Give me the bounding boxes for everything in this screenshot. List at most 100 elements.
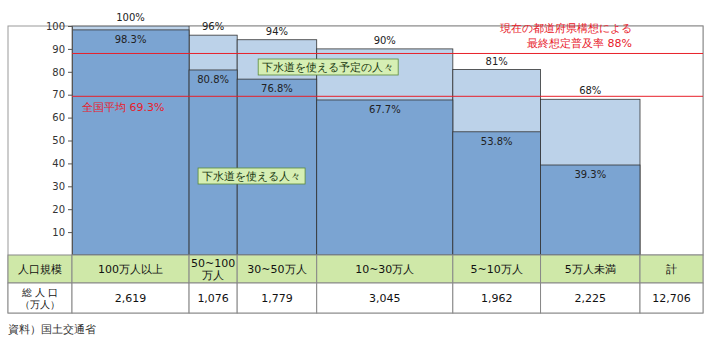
y-axis: 10 20 30 40 50 60 70 80 90 100 (46, 21, 73, 256)
series-name-box: 下水道を使える予定の人々 (258, 59, 398, 75)
y-tick-mark (68, 232, 72, 233)
table-cell (8, 283, 72, 313)
y-tick: 80 (52, 67, 72, 78)
width-label: 2,225 (575, 292, 607, 305)
table-header-cell (189, 255, 237, 283)
table-cell (237, 283, 317, 313)
table-header-cell (640, 255, 703, 283)
annotation-label: 現在の都道府県構想による (500, 22, 632, 35)
bar (541, 99, 640, 255)
plot-frame (72, 26, 703, 255)
chart-svg: 10 20 30 40 50 60 70 80 90 100 全国平均 69.3% 現在の都道府県構想… (0, 0, 706, 345)
data-label: 81% (486, 56, 508, 67)
table-header-cell (72, 255, 189, 283)
y-tick-mark (68, 26, 72, 27)
y-tick-label: 80 (52, 67, 65, 78)
y-tick-mark (68, 141, 72, 142)
y-tick-label: 40 (52, 158, 65, 169)
annotation-label: 全国平均 69.3% (82, 101, 164, 114)
table-row-title: （万人） (20, 299, 60, 310)
table: 人口規模 100万人以上 2,619 50~100万人 1,076 30~50万人 1,77… (8, 255, 703, 313)
y-tick-label: 30 (52, 181, 65, 192)
table-cell (541, 283, 640, 313)
table-cell (189, 283, 237, 313)
data-label: 67.7% (369, 104, 401, 115)
data-label: 94% (266, 26, 288, 37)
y-tick: 30 (52, 181, 72, 192)
series-name-box: 下水道を使える人々 (198, 168, 305, 184)
outer-frame (8, 26, 703, 313)
y-tick: 20 (52, 204, 72, 215)
data-label: 53.8% (481, 136, 513, 147)
y-tick-label: 10 (52, 227, 65, 238)
data-label: 90% (374, 35, 396, 46)
y-tick-mark (68, 72, 72, 73)
bar (237, 79, 317, 255)
series-0 (72, 30, 640, 255)
y-tick-label: 60 (52, 112, 65, 123)
y-tick-label: 20 (52, 204, 65, 215)
y-tick: 40 (52, 158, 72, 169)
bars (72, 26, 640, 255)
y-tick: 100 (46, 21, 72, 32)
series-name-background (258, 59, 398, 75)
table-cell (72, 283, 189, 313)
series-name: 下水道を使える人々 (202, 170, 301, 183)
width-label: 1,962 (481, 292, 513, 305)
y-tick: 90 (52, 44, 72, 55)
y-tick-mark (68, 163, 72, 164)
table-cell (317, 283, 453, 313)
width-label: 3,045 (369, 292, 401, 305)
y-tick: 10 (52, 227, 72, 238)
data-label: 98.3% (115, 34, 147, 45)
series-1 (72, 26, 640, 255)
series-name: 下水道を使える予定の人々 (262, 61, 394, 74)
y-tick-mark (68, 209, 72, 210)
data-label: 96% (202, 21, 224, 32)
category-label: 100万人以上 (98, 263, 163, 276)
y-tick-label: 50 (52, 135, 65, 146)
table-row-title: 総 人 口 (21, 287, 58, 298)
source: 資料）国土交通省 (8, 323, 96, 336)
data-label: 39.3% (574, 169, 606, 180)
reference-line (72, 96, 703, 97)
series-name-background (198, 168, 305, 184)
y-tick-mark (68, 95, 72, 96)
bar (189, 35, 237, 255)
bar (317, 100, 453, 255)
background (0, 0, 706, 345)
width-label: 2,619 (115, 292, 147, 305)
table-row-title: 人口規模 (18, 263, 62, 276)
y-tick: 50 (52, 135, 72, 146)
data-label: 68% (579, 85, 601, 96)
y-tick-mark (68, 118, 72, 119)
y-tick-label: 70 (52, 89, 65, 100)
category-label: 30~50万人 (247, 263, 306, 276)
category-label: 5~10万人 (471, 263, 523, 276)
bar (541, 165, 640, 255)
table-cell (640, 283, 703, 313)
category-label: 10~30万人 (355, 263, 414, 276)
width-label: 1,076 (197, 292, 229, 305)
chart-container: 10 20 30 40 50 60 70 80 90 100 全国平均 69.3% 現在の都道府県構想… (0, 0, 706, 345)
y-tick-label: 90 (52, 44, 65, 55)
table-header-cell (453, 255, 541, 283)
table-header-cell (237, 255, 317, 283)
y-tick-label: 100 (46, 21, 65, 32)
reference-line (72, 53, 703, 54)
category-label: 50~100万人 (191, 257, 235, 282)
data-label: 76.8% (261, 83, 293, 94)
bar (317, 49, 453, 255)
annotation-label: 最終想定普及率 88% (527, 37, 632, 50)
table-header-cell (317, 255, 453, 283)
y-tick-mark (68, 49, 72, 50)
total-label: 計 (666, 263, 677, 276)
data-label: 80.8% (197, 74, 229, 85)
bar (189, 70, 237, 255)
table-header-cell (541, 255, 640, 283)
width-label: 1,779 (261, 292, 293, 305)
y-tick: 60 (52, 112, 72, 123)
bar (453, 132, 541, 255)
table-cell (453, 283, 541, 313)
bar (453, 70, 541, 255)
